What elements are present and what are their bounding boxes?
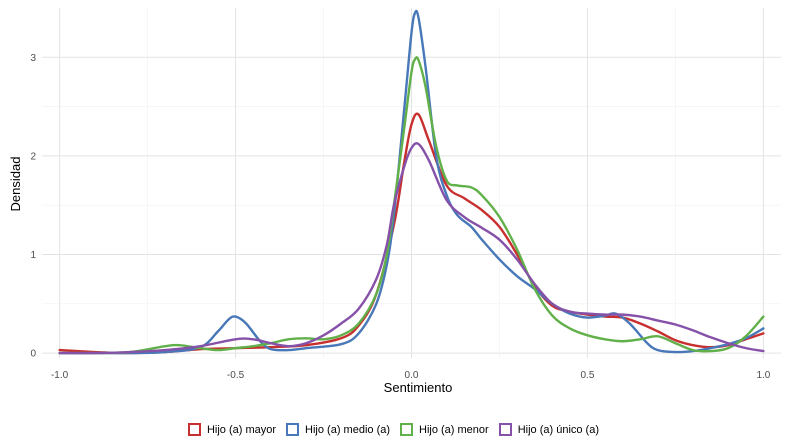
legend-item-2: Hijo (a) medio (a): [286, 423, 390, 436]
series-line-2: [58, 9, 765, 355]
y-axis-tick-labels: 0 1 2 3: [30, 53, 36, 360]
series-line-3: [58, 56, 765, 355]
y-axis-title: Densidad: [8, 157, 23, 212]
y-tick-label: 2: [30, 151, 36, 162]
legend-label: Hijo (a) menor: [419, 423, 489, 436]
legend: Hijo (a) mayor Hijo (a) medio (a) Hijo (a)…: [0, 423, 787, 436]
legend-key-swatch: [286, 423, 300, 436]
x-tick-label: 0.0: [405, 370, 419, 381]
y-tick-label: 0: [30, 349, 36, 360]
legend-key-swatch: [498, 423, 512, 436]
y-tick-label: 3: [30, 53, 36, 64]
legend-item-1: Hijo (a) mayor: [187, 423, 277, 436]
x-tick-label: -1.0: [51, 370, 69, 381]
legend-key-swatch: [187, 423, 201, 436]
x-tick-label: -0.5: [227, 370, 245, 381]
legend-label: Hijo (a) mayor: [206, 423, 277, 436]
y-tick-label: 1: [30, 250, 36, 261]
x-tick-label: 0.5: [580, 370, 594, 381]
major-gridlines: [42, 8, 781, 358]
legend-item-3: Hijo (a) menor: [400, 423, 489, 436]
legend-label: Hijo (a) medio (a): [305, 423, 391, 436]
x-tick-label: 1.0: [756, 370, 770, 381]
series-line-1: [58, 112, 765, 355]
series-lines: [58, 9, 765, 355]
legend-label: Hijo (a) único (a): [517, 423, 600, 436]
x-axis-tick-labels: -1.0 -0.5 0.0 0.5 1.0: [51, 370, 771, 381]
series-line-4: [58, 142, 765, 355]
legend-key-swatch: [400, 423, 414, 436]
x-axis-title: Sentimiento: [384, 380, 453, 395]
legend-item-4: Hijo (a) único (a): [498, 423, 600, 436]
